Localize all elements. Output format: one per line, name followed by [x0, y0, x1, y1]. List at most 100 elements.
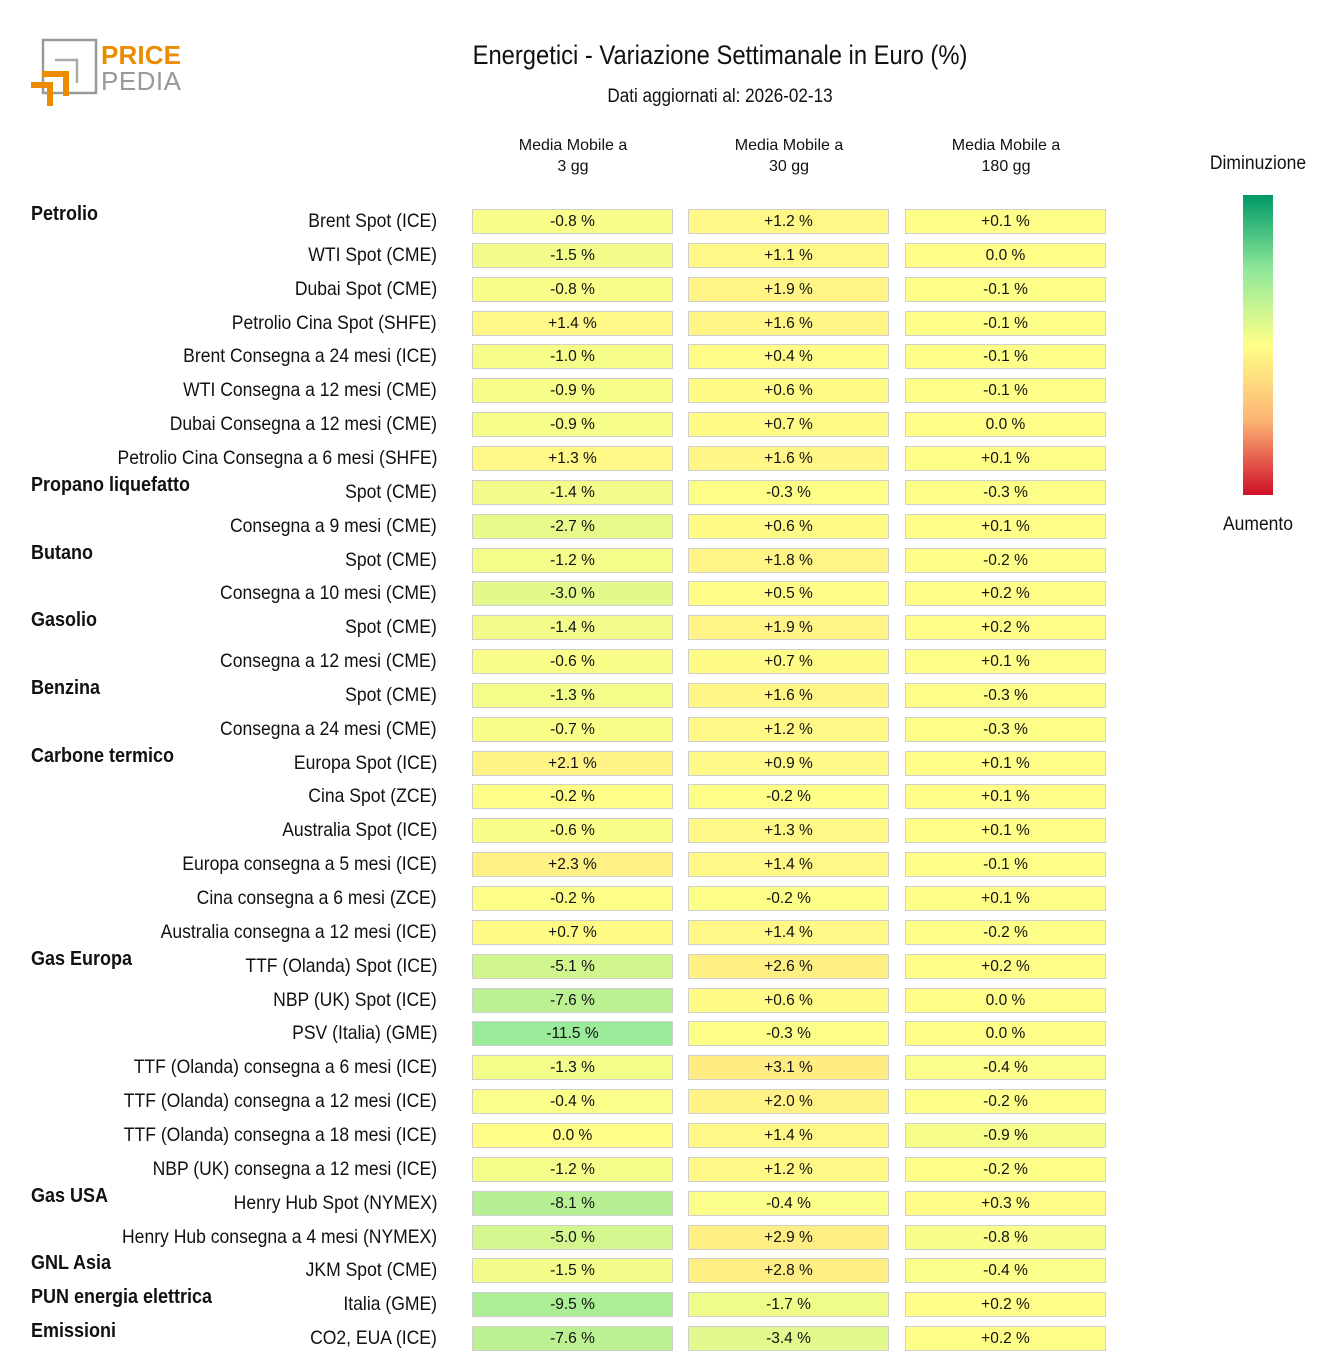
row-label: Spot (CME) — [345, 683, 437, 706]
heatmap-cell: +0.7 % — [472, 919, 673, 945]
row-label: Brent Spot (ICE) — [308, 210, 437, 232]
row-label: TTF (Olanda) consegna a 18 mesi (ICE) — [123, 1123, 437, 1146]
heatmap-cell: -0.1 % — [905, 310, 1106, 336]
heatmap-cell: -0.4 % — [905, 1258, 1106, 1284]
heatmap-cell: -1.5 % — [472, 1258, 673, 1284]
heatmap-cell: -0.2 % — [905, 547, 1106, 573]
heatmap-cell: +0.1 % — [905, 818, 1106, 844]
row-label: Consegna a 12 mesi (CME) — [220, 650, 437, 673]
svg-text:PRICE: PRICE — [101, 40, 181, 70]
heatmap-cell: -0.6 % — [472, 649, 673, 675]
row-label: Europa Spot (ICE) — [293, 751, 437, 774]
heatmap-cell: +2.8 % — [688, 1258, 889, 1284]
column-header: Media Mobile a 30 gg — [734, 137, 844, 175]
heatmap-cell: +2.3 % — [472, 852, 673, 878]
heatmap-cell: -0.8 % — [472, 209, 673, 234]
heatmap-cell: +0.2 % — [905, 1326, 1106, 1352]
row-label: Consegna a 24 mesi (CME) — [220, 717, 437, 740]
heatmap-cell: -11.5 % — [472, 1021, 673, 1047]
heatmap-cell: -1.0 % — [472, 344, 673, 370]
row-label: Henry Hub consegna a 4 mesi (NYMEX) — [121, 1225, 437, 1248]
heatmap-cell: -1.4 % — [472, 615, 673, 641]
heatmap-cell: -0.2 % — [905, 1089, 1106, 1115]
heatmap-cell: -0.6 % — [472, 818, 673, 844]
heatmap-cell: -8.1 % — [472, 1190, 673, 1216]
heatmap-cell: -0.1 % — [905, 276, 1106, 302]
row-label: Spot (CME) — [345, 480, 437, 503]
row-label: Italia (GME) — [343, 1293, 437, 1316]
group-label: Emissioni — [31, 1320, 117, 1343]
group-label: Propano liquefatto — [31, 473, 191, 496]
heatmap-cell: +0.6 % — [688, 513, 889, 539]
heatmap-cell: +0.1 % — [905, 886, 1106, 911]
legend-top-label: Diminuzione — [1209, 153, 1307, 174]
column-header: Media Mobile a 180 gg — [951, 137, 1061, 175]
heatmap-cell: +0.7 % — [688, 412, 889, 438]
heatmap-cell: -0.2 % — [688, 886, 889, 911]
heatmap-cell: +0.1 % — [905, 649, 1106, 675]
group-label: Petrolio — [31, 203, 99, 225]
heatmap-cell: +1.2 % — [688, 1156, 889, 1182]
heatmap-cell: +1.2 % — [688, 716, 889, 742]
heatmap-cell: -2.7 % — [472, 513, 673, 539]
group-label: GNL Asia — [31, 1252, 112, 1275]
row-label: Dubai Consegna a 12 mesi (CME) — [169, 413, 437, 436]
heatmap-cell: +1.2 % — [688, 209, 889, 234]
heatmap-cell: +0.2 % — [905, 1292, 1106, 1318]
heatmap-cell: +1.4 % — [688, 919, 889, 945]
heatmap-cell: +0.1 % — [905, 445, 1106, 471]
row-label: Cina consegna a 6 mesi (ZCE) — [197, 887, 437, 909]
heatmap-cell: +1.6 % — [688, 445, 889, 471]
row-label: Petrolio Cina Consegna a 6 mesi (SHFE) — [117, 446, 437, 469]
heatmap-cell: -0.2 % — [472, 784, 673, 810]
heatmap-cell: -0.3 % — [688, 1021, 889, 1047]
heatmap-cell: -3.4 % — [688, 1326, 889, 1352]
heatmap-cell: -7.6 % — [472, 1326, 673, 1352]
heatmap-cell: +0.1 % — [905, 750, 1106, 776]
row-label: CO2, EUA (ICE) — [310, 1327, 437, 1350]
heatmap-cell: -0.4 % — [688, 1190, 889, 1216]
heatmap-cell: -0.9 % — [472, 378, 673, 404]
heatmap-cell: 0.0 % — [472, 1122, 673, 1148]
group-label: PUN energia elettrica — [31, 1286, 213, 1309]
legend-color-bar — [1243, 195, 1273, 495]
heatmap-cell: +2.0 % — [688, 1089, 889, 1115]
heatmap-cell: -7.6 % — [472, 987, 673, 1013]
heatmap-cell: -1.2 % — [472, 547, 673, 573]
heatmap-cell: -1.2 % — [472, 1156, 673, 1182]
heatmap-cell: +1.4 % — [472, 310, 673, 336]
heatmap-cell: +2.9 % — [688, 1224, 889, 1250]
heatmap-cell: -0.1 % — [905, 344, 1106, 370]
group-label: Carbone termico — [31, 744, 175, 767]
heatmap-cell: +1.6 % — [688, 682, 889, 708]
row-label: WTI Consegna a 12 mesi (CME) — [183, 379, 437, 402]
row-label: Brent Consegna a 24 mesi (ICE) — [183, 345, 437, 368]
row-label: WTI Spot (CME) — [308, 243, 437, 266]
heatmap-cell: +0.6 % — [688, 378, 889, 404]
row-label: Europa consegna a 5 mesi (ICE) — [182, 853, 437, 876]
heatmap-cell: +0.2 % — [905, 615, 1106, 641]
group-label: Gas USA — [31, 1184, 109, 1207]
pricepedia-logo: PRICE PEDIA — [30, 38, 190, 118]
heatmap-cell: -0.4 % — [905, 1055, 1106, 1081]
heatmap-cell: -0.4 % — [472, 1089, 673, 1115]
heatmap-cell: -1.7 % — [688, 1292, 889, 1318]
heatmap-cell: +0.7 % — [688, 649, 889, 675]
column-header: Media Mobile a 3 gg — [518, 137, 628, 175]
heatmap-cell: +0.9 % — [688, 750, 889, 776]
heatmap-cell: -0.3 % — [905, 479, 1106, 505]
svg-text:PEDIA: PEDIA — [101, 66, 182, 96]
heatmap-cell: -0.2 % — [905, 1156, 1106, 1182]
heatmap-cell: +1.3 % — [472, 445, 673, 471]
heatmap-cell: +3.1 % — [688, 1055, 889, 1081]
row-label: NBP (UK) Spot (ICE) — [273, 988, 437, 1011]
heatmap-cell: +1.6 % — [688, 310, 889, 336]
heatmap-cell: +1.9 % — [688, 276, 889, 302]
heatmap-cell: +0.4 % — [688, 344, 889, 370]
group-label: Gasolio — [31, 609, 98, 632]
heatmap-cell: -0.9 % — [905, 1122, 1106, 1148]
group-label: Gas Europa — [31, 947, 133, 970]
heatmap-cell: -1.4 % — [472, 479, 673, 505]
row-label: PSV (Italia) (GME) — [291, 1022, 437, 1045]
group-label: Benzina — [31, 676, 101, 699]
